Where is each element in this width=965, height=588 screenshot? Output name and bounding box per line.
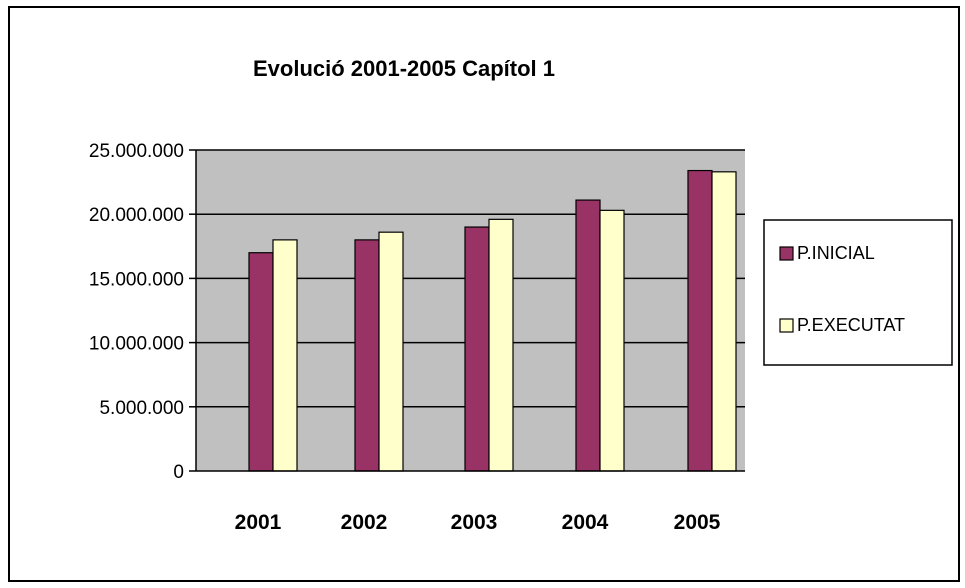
legend-swatch	[779, 246, 794, 261]
y-tick-label: 5.000.000	[99, 398, 184, 419]
legend-box	[763, 219, 953, 366]
bar-pexecutat-2001	[272, 239, 298, 472]
bar-pexecutat-2003	[488, 218, 514, 472]
bar-pinicial-2001	[248, 252, 274, 472]
bar-pinicial-2005	[687, 169, 713, 472]
chart-title: Evolució 2001-2005 Capítol 1	[253, 56, 555, 81]
y-axis-ticks: 0 5.000.000 10.000.000 15.000.000 20.000.000…	[89, 141, 196, 483]
bar-pexecutat-2005	[711, 171, 737, 472]
y-tick-label: 20.000.000	[89, 205, 184, 226]
y-tick-label: 15.000.000	[89, 269, 184, 290]
x-tick-label: 2003	[451, 511, 498, 534]
legend: P.INICIAL P.EXECUTAT	[763, 219, 953, 366]
x-tick-label: 2005	[674, 511, 721, 534]
bars	[248, 169, 737, 472]
bar-pexecutat-2004	[599, 209, 625, 472]
x-tick-label: 2004	[562, 511, 609, 534]
y-tick-label: 0	[173, 462, 184, 483]
bar-pinicial-2003	[464, 226, 490, 472]
legend-swatch	[779, 318, 794, 333]
bar-pinicial-2004	[575, 199, 601, 472]
x-tick-label: 2001	[235, 511, 282, 534]
x-tick-label: 2002	[341, 511, 388, 534]
bar-chart: Evolució 2001-2005 Capítol 1 0 5.000.000 1…	[89, 56, 953, 534]
bar-pexecutat-2002	[378, 231, 404, 472]
bar-pinicial-2002	[354, 239, 380, 472]
legend-label: P.EXECUTAT	[797, 315, 905, 335]
y-tick-label: 25.000.000	[89, 141, 184, 162]
x-axis-ticks: 2001 2002 2003 2004 2005	[235, 511, 721, 534]
legend-label: P.INICIAL	[797, 243, 875, 263]
y-tick-label: 10.000.000	[89, 334, 184, 355]
axes	[195, 150, 745, 472]
chart-frame: Evolució 2001-2005 Capítol 1 0 5.000.000 1…	[8, 6, 960, 582]
